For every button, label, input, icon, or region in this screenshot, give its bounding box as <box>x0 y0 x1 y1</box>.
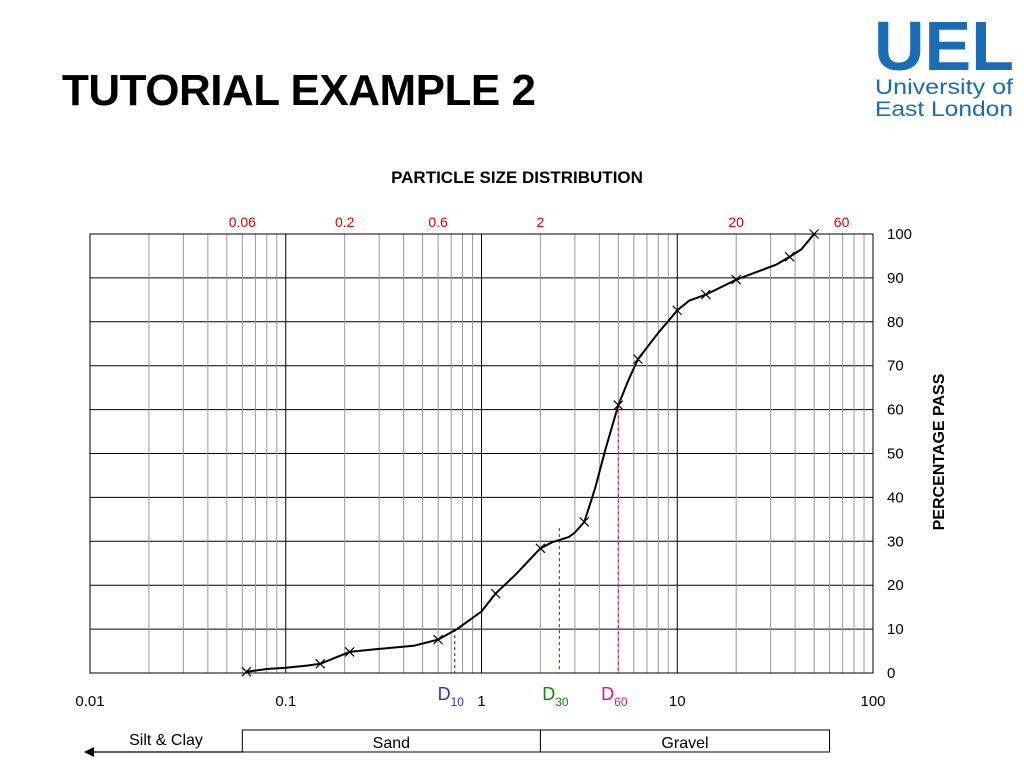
marker-stroke <box>490 588 501 599</box>
chart-grid <box>89 233 874 674</box>
classification-bands: Sand Gravel Silt & Clay <box>84 729 831 757</box>
slide-title: TUTORIAL EXAMPLE 2 <box>62 66 536 115</box>
d10-label: D10 <box>438 684 465 709</box>
data-point-marker <box>344 647 355 657</box>
logo-line2: East London <box>875 98 1013 120</box>
data-point-marker <box>315 658 326 669</box>
data-point-marker <box>613 400 624 411</box>
silt-clay-arrow-head <box>84 747 94 757</box>
uel-logo: UEL University of East London <box>874 12 1014 120</box>
logo-wordmark: UEL <box>874 12 1014 85</box>
sieve-size-label: 60 <box>834 214 850 230</box>
x-tick-label: 1 <box>477 693 485 710</box>
marker-stroke <box>672 305 683 316</box>
marker-stroke <box>613 400 624 411</box>
y-tick-label: 50 <box>887 446 904 463</box>
marker-stroke <box>535 543 546 554</box>
marker-stroke <box>784 251 795 262</box>
y-tick-label: 0 <box>887 665 895 682</box>
data-point-marker <box>700 289 711 300</box>
y-tick-label: 80 <box>887 314 904 331</box>
data-point-marker <box>241 666 252 677</box>
band-label-gravel: Gravel <box>661 735 708 752</box>
y-tick-label: 70 <box>887 358 904 375</box>
y-axis-title: PERCENTAGE PASS <box>931 373 948 530</box>
marker-stroke <box>700 289 711 300</box>
x-tick-label: 100 <box>860 693 885 710</box>
y-tick-label: 40 <box>887 489 904 506</box>
chart-title: PARTICLE SIZE DISTRIBUTION <box>391 168 643 187</box>
data-point-marker <box>490 588 501 599</box>
silt-clay-label: Silt & Clay <box>129 732 203 749</box>
sieve-size-label: 0.2 <box>335 214 355 230</box>
sieve-size-label: 0.06 <box>229 214 256 230</box>
grading-curve <box>246 233 815 673</box>
marker-stroke <box>315 658 326 669</box>
marker-stroke <box>433 634 443 645</box>
chart-labels: D10 D30 D60 0 10 20 30 40 50 60 70 80 90 100 0.01 0.1 1 1… <box>75 214 948 710</box>
data-point-marker <box>731 274 742 285</box>
marker-stroke <box>344 647 355 657</box>
data-point-marker <box>633 354 643 365</box>
sieve-size-label: 0.6 <box>428 214 448 230</box>
y-tick-label: 90 <box>887 270 904 287</box>
sieve-size-label: 2 <box>537 214 545 230</box>
plot-frame <box>89 233 874 674</box>
x-tick-label: 10 <box>669 693 686 710</box>
y-tick-label: 100 <box>887 226 912 243</box>
y-tick-label: 30 <box>887 533 904 550</box>
data-point-marker <box>433 634 443 645</box>
logo-line1: University of <box>875 76 1013 99</box>
y-tick-label: 10 <box>887 621 904 638</box>
marker-stroke <box>633 354 643 365</box>
y-tick-label: 20 <box>887 577 904 594</box>
x-tick-label: 0.1 <box>275 693 296 710</box>
y-tick-label: 60 <box>887 402 904 419</box>
data-point-marker <box>535 543 546 554</box>
marker-stroke <box>809 229 819 239</box>
d60-label: D60 <box>601 684 628 709</box>
marker-stroke <box>731 274 742 285</box>
chart-marks <box>241 229 819 677</box>
band-label-sand: Sand <box>373 735 410 752</box>
sieve-size-label: 20 <box>728 214 744 230</box>
data-point-marker <box>809 229 819 239</box>
band-gravel <box>539 729 831 753</box>
data-point-marker <box>672 305 683 316</box>
data-point-marker <box>784 251 795 262</box>
x-tick-label: 0.01 <box>75 693 104 710</box>
d30-label: D30 <box>542 684 569 709</box>
marker-stroke <box>579 517 590 527</box>
data-point-marker <box>579 517 590 527</box>
marker-stroke <box>241 666 252 677</box>
